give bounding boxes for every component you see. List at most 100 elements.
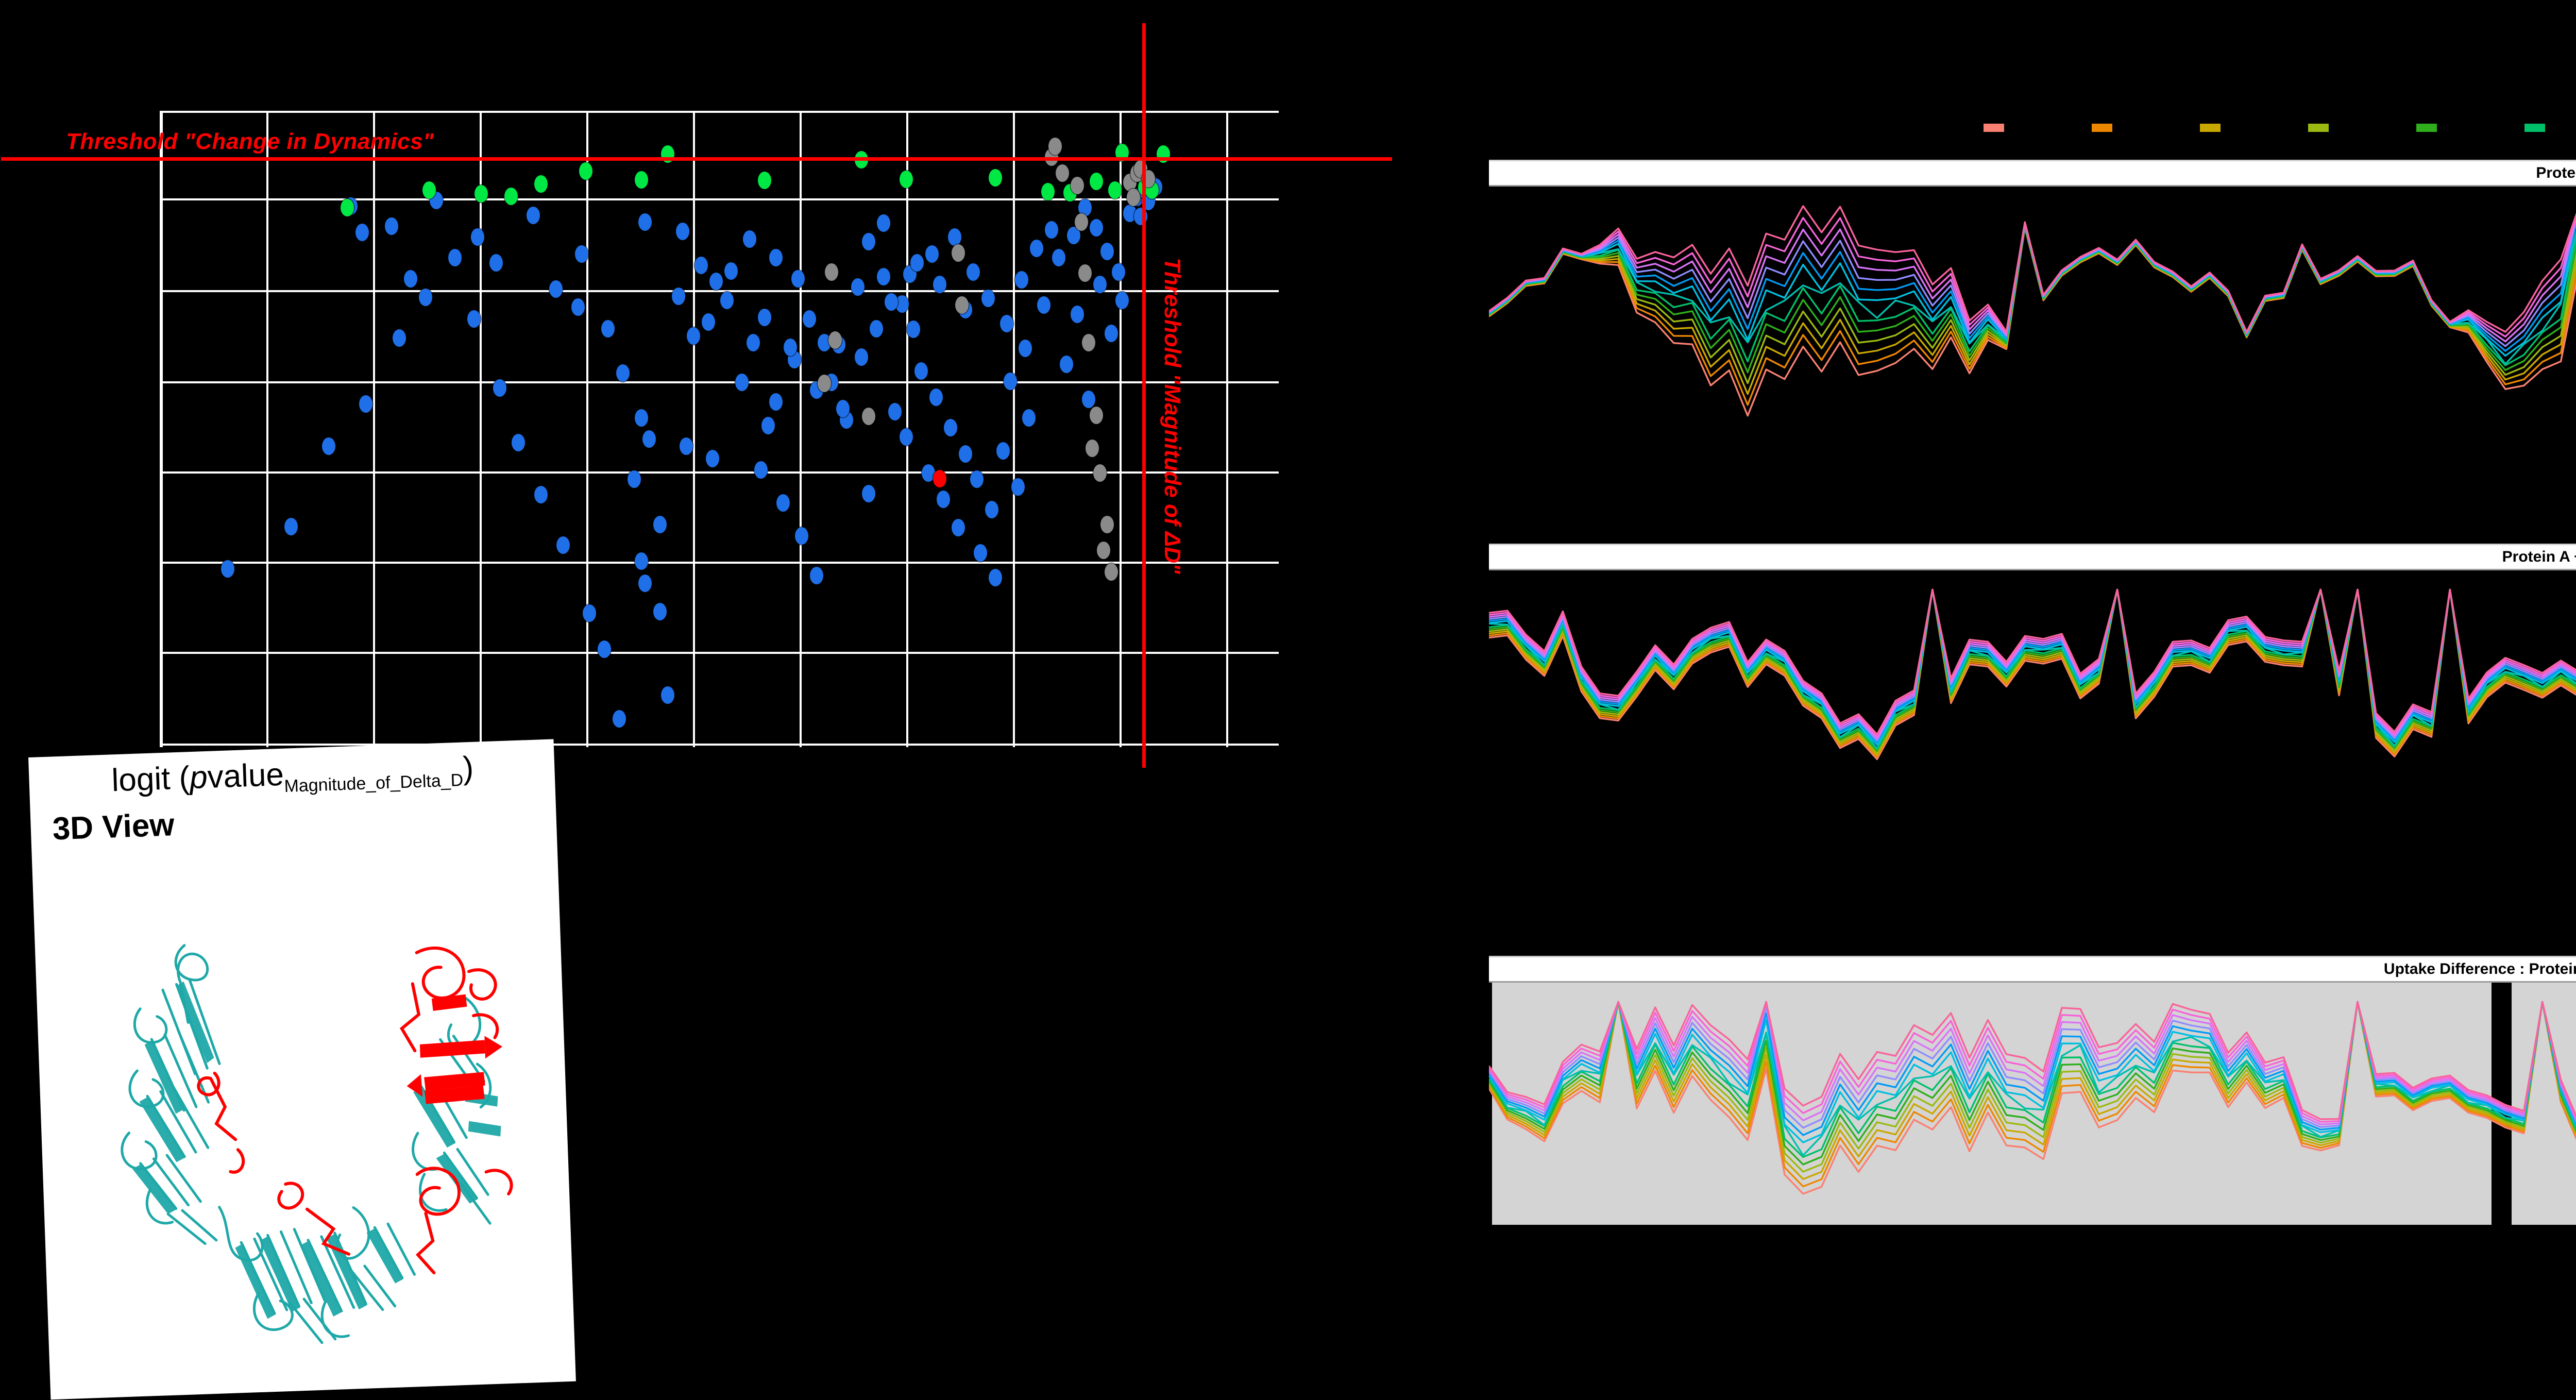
scatter-point[interactable] — [817, 374, 831, 392]
uptake-trace[interactable] — [1489, 588, 2576, 737]
scatter-point[interactable] — [448, 249, 462, 267]
legend-swatch[interactable] — [2308, 124, 2329, 132]
scatter-point[interactable] — [284, 517, 298, 535]
scatter-point[interactable] — [1111, 263, 1125, 281]
scatter-point[interactable] — [724, 262, 738, 280]
scatter-point[interactable] — [895, 295, 909, 313]
scatter-point[interactable] — [642, 430, 656, 448]
scatter-point[interactable] — [1074, 213, 1088, 231]
scatter-point[interactable] — [795, 527, 809, 545]
scatter-point[interactable] — [1126, 189, 1140, 207]
scatter-point[interactable] — [679, 437, 693, 456]
scatter-point[interactable] — [735, 373, 749, 391]
scatter-point[interactable] — [910, 254, 924, 272]
scatter-point[interactable] — [474, 185, 488, 203]
scatter-point[interactable] — [776, 494, 790, 512]
scatter-point[interactable] — [512, 434, 526, 452]
scatter-point[interactable] — [1052, 249, 1066, 267]
uptake-plot-protein-a[interactable] — [1489, 187, 2576, 429]
scatter-point[interactable] — [1115, 291, 1129, 309]
scatter-point[interactable] — [888, 402, 902, 420]
scatter-point[interactable] — [989, 568, 1003, 586]
scatter-point[interactable] — [403, 269, 417, 288]
scatter-point[interactable] — [1089, 406, 1103, 424]
scatter-point[interactable] — [653, 516, 667, 534]
uptake-trace[interactable] — [1489, 588, 2576, 754]
scatter-point[interactable] — [1004, 373, 1018, 391]
scatter-point[interactable] — [638, 213, 652, 231]
uptake-plot-protein-a-ligand[interactable] — [1489, 570, 2576, 813]
scatter-point[interactable] — [635, 552, 649, 570]
scatter-point[interactable] — [597, 640, 611, 658]
scatter-point[interactable] — [802, 310, 816, 328]
scatter-point[interactable] — [359, 395, 372, 413]
scatter-point[interactable] — [1056, 164, 1070, 182]
scatter-point[interactable] — [999, 315, 1013, 333]
scatter-point[interactable] — [340, 198, 354, 216]
scatter-point[interactable] — [575, 245, 589, 263]
scatter-point[interactable] — [687, 327, 701, 345]
scatter-point[interactable] — [899, 170, 913, 188]
uptake-trace[interactable] — [1489, 206, 2576, 347]
scatter-point[interactable] — [1029, 240, 1043, 258]
legend-swatch[interactable] — [2416, 124, 2437, 132]
uptake-trace[interactable] — [1489, 206, 2576, 384]
scatter-point[interactable] — [1093, 464, 1107, 482]
three-d-view-card[interactable]: logit (pvalueMagnitude_of_Delta_D) 3D Vi… — [28, 739, 576, 1400]
scatter-point[interactable] — [1108, 181, 1122, 199]
scatter-point[interactable] — [757, 172, 771, 190]
scatter-point[interactable] — [754, 461, 768, 479]
scatter-point[interactable] — [862, 407, 876, 425]
scatter-point[interactable] — [959, 445, 973, 463]
scatter-point[interactable] — [1097, 541, 1111, 559]
scatter-point[interactable] — [970, 470, 984, 488]
legend-swatch[interactable] — [2092, 124, 2112, 132]
scatter-point[interactable] — [836, 400, 850, 418]
scatter-point[interactable] — [635, 171, 649, 189]
uptake-trace[interactable] — [1489, 1001, 2576, 1157]
scatter-point[interactable] — [582, 604, 596, 622]
scatter-point[interactable] — [422, 181, 436, 199]
scatter-point[interactable] — [951, 518, 965, 536]
scatter-point[interactable] — [1014, 271, 1028, 289]
scatter-point[interactable] — [996, 442, 1010, 460]
legend-swatch[interactable] — [1984, 124, 2004, 132]
scatter-point[interactable] — [1089, 173, 1103, 191]
scatter-point[interactable] — [933, 469, 946, 487]
scatter-point[interactable] — [989, 168, 1003, 187]
uptake-trace[interactable] — [1489, 588, 2576, 741]
uptake-trace[interactable] — [1489, 206, 2576, 357]
uptake-trace[interactable] — [1489, 206, 2576, 395]
scatter-point[interactable] — [937, 490, 950, 508]
scatter-point[interactable] — [769, 249, 783, 267]
scatter-point[interactable] — [1011, 478, 1025, 496]
uptake-trace[interactable] — [1489, 588, 2576, 735]
scatter-point[interactable] — [467, 310, 481, 328]
scatter-point[interactable] — [784, 339, 798, 357]
uptake-trace[interactable] — [1489, 588, 2576, 739]
legend-swatch[interactable] — [2524, 124, 2545, 132]
uptake-trace[interactable] — [1489, 206, 2576, 344]
uptake-trace[interactable] — [1489, 588, 2576, 756]
scatter-point[interactable] — [1041, 183, 1055, 201]
scatter-point[interactable] — [791, 269, 805, 288]
legend-swatch[interactable] — [2200, 124, 2221, 132]
scatter-point[interactable] — [914, 362, 928, 380]
scatter-point[interactable] — [635, 409, 649, 427]
scatter-point[interactable] — [1082, 390, 1096, 408]
scatter-point[interactable] — [571, 298, 585, 316]
scatter-point[interactable] — [981, 290, 995, 308]
scatter-point[interactable] — [944, 418, 958, 436]
scatter-point[interactable] — [955, 296, 969, 314]
scatter-point[interactable] — [1104, 324, 1118, 342]
scatter-point[interactable] — [862, 233, 876, 251]
scatter-point[interactable] — [899, 428, 913, 446]
uptake-trace[interactable] — [1489, 206, 2576, 352]
scatter-point[interactable] — [929, 389, 943, 407]
uptake-trace[interactable] — [1489, 588, 2576, 761]
scatter-point[interactable] — [922, 464, 936, 482]
scatter-point[interactable] — [884, 293, 898, 311]
protein-ribbon-structure[interactable] — [53, 840, 554, 1372]
uptake-trace[interactable] — [1489, 588, 2576, 750]
scatter-point[interactable] — [742, 230, 756, 248]
